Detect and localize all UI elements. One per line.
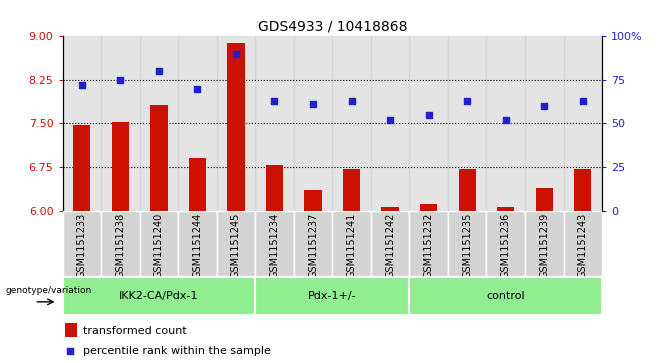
- Bar: [178, 36, 216, 211]
- Text: control: control: [486, 291, 525, 301]
- Point: [385, 117, 395, 123]
- Bar: [371, 211, 409, 276]
- Bar: [293, 211, 332, 276]
- Text: GSM1151236: GSM1151236: [501, 212, 511, 278]
- Point: [308, 101, 318, 107]
- Bar: [536, 188, 553, 211]
- Bar: [255, 211, 293, 276]
- Bar: [448, 36, 486, 211]
- Bar: [101, 36, 139, 211]
- Bar: [216, 36, 255, 211]
- Point: [231, 51, 241, 57]
- Bar: [101, 211, 139, 276]
- Bar: [563, 211, 602, 276]
- Text: GSM1151233: GSM1151233: [77, 212, 87, 278]
- Point: [192, 86, 203, 91]
- Text: GSM1151232: GSM1151232: [424, 212, 434, 278]
- Point: [346, 98, 357, 104]
- Text: GSM1151244: GSM1151244: [192, 212, 203, 278]
- Bar: [227, 43, 245, 211]
- Bar: [63, 36, 101, 211]
- Point: [462, 98, 472, 104]
- Bar: [409, 211, 448, 276]
- Text: Pdx-1+/-: Pdx-1+/-: [308, 291, 357, 301]
- Text: transformed count: transformed count: [84, 326, 187, 336]
- Bar: [382, 207, 399, 211]
- Bar: [409, 36, 448, 211]
- Point: [153, 68, 164, 74]
- Bar: [497, 207, 515, 211]
- Point: [578, 98, 588, 104]
- Bar: [216, 211, 255, 276]
- Title: GDS4933 / 10418868: GDS4933 / 10418868: [257, 20, 407, 34]
- Point: [76, 82, 87, 88]
- Bar: [409, 277, 602, 315]
- Bar: [178, 211, 216, 276]
- Bar: [371, 36, 409, 211]
- Text: GSM1151237: GSM1151237: [308, 212, 318, 278]
- Bar: [486, 36, 525, 211]
- Bar: [574, 169, 592, 211]
- Text: GSM1151242: GSM1151242: [385, 212, 395, 278]
- Bar: [332, 211, 371, 276]
- Bar: [525, 211, 563, 276]
- Bar: [525, 36, 563, 211]
- Bar: [139, 36, 178, 211]
- Bar: [459, 169, 476, 211]
- Bar: [563, 36, 602, 211]
- Bar: [343, 169, 360, 211]
- Text: GSM1151235: GSM1151235: [462, 212, 472, 278]
- Text: GSM1151240: GSM1151240: [154, 212, 164, 278]
- Bar: [448, 211, 486, 276]
- Bar: [293, 36, 332, 211]
- Bar: [112, 122, 129, 211]
- Text: GSM1151243: GSM1151243: [578, 212, 588, 278]
- Bar: [73, 125, 90, 211]
- Text: GSM1151245: GSM1151245: [231, 212, 241, 278]
- Text: IKK2-CA/Pdx-1: IKK2-CA/Pdx-1: [119, 291, 199, 301]
- Text: percentile rank within the sample: percentile rank within the sample: [84, 346, 271, 356]
- Bar: [266, 165, 283, 211]
- Bar: [189, 158, 206, 211]
- Point: [501, 117, 511, 123]
- Point: [64, 348, 75, 354]
- Bar: [139, 211, 178, 276]
- Bar: [255, 36, 293, 211]
- Bar: [305, 190, 322, 211]
- Bar: [66, 323, 78, 338]
- Point: [423, 112, 434, 118]
- Point: [269, 98, 280, 104]
- Bar: [255, 277, 409, 315]
- Point: [115, 77, 126, 83]
- Text: GSM1151238: GSM1151238: [115, 212, 125, 278]
- Bar: [63, 277, 255, 315]
- Bar: [486, 211, 525, 276]
- Text: GSM1151239: GSM1151239: [540, 212, 549, 278]
- Text: genotype/variation: genotype/variation: [5, 286, 91, 295]
- Bar: [420, 204, 438, 211]
- Bar: [150, 105, 168, 211]
- Bar: [63, 211, 101, 276]
- Bar: [332, 36, 371, 211]
- Text: GSM1151234: GSM1151234: [270, 212, 280, 278]
- Point: [539, 103, 549, 109]
- Text: GSM1151241: GSM1151241: [347, 212, 357, 278]
